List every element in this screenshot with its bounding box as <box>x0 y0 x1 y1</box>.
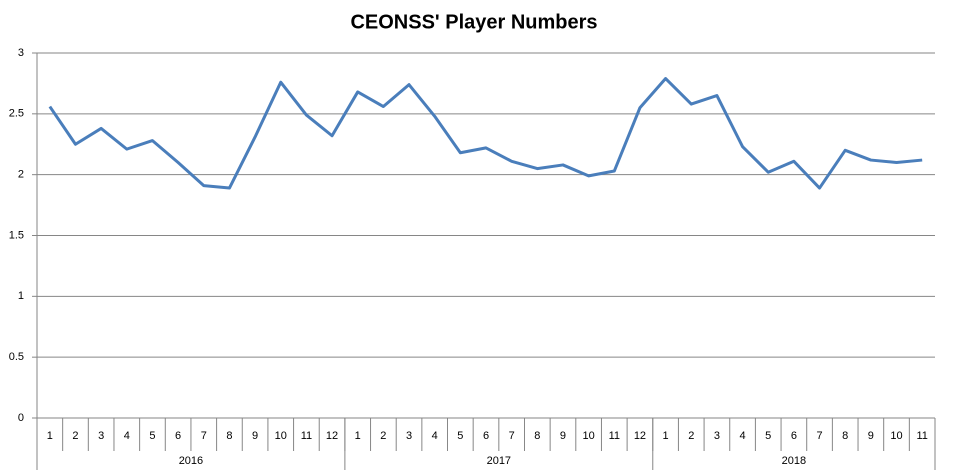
x-tick-label: 11 <box>609 430 620 442</box>
x-tick-label: 9 <box>560 430 566 442</box>
x-tick-label: 2 <box>380 430 386 442</box>
x-tick-label: 1 <box>355 430 361 442</box>
y-tick-label: 2.5 <box>9 108 24 120</box>
y-tick-label: 0.5 <box>9 351 24 363</box>
x-tick-label: 9 <box>252 430 258 442</box>
x-tick-label: 11 <box>301 430 312 442</box>
x-tick-label: 12 <box>326 430 338 442</box>
x-tick-label: 1 <box>663 430 669 442</box>
x-tick-label: 12 <box>634 430 646 442</box>
y-tick-label: 1 <box>18 290 24 302</box>
y-tick-label: 1.5 <box>9 229 24 241</box>
x-tick-label: 2 <box>688 430 694 442</box>
group-label: 2016 <box>179 455 203 467</box>
x-tick-label: 7 <box>509 430 515 442</box>
group-label: 2017 <box>487 455 511 467</box>
x-tick-label: 11 <box>916 430 927 442</box>
y-tick-label: 3 <box>18 47 24 59</box>
x-tick-label: 10 <box>890 430 902 442</box>
y-tick-label: 2 <box>18 169 24 181</box>
x-tick-label: 7 <box>201 430 207 442</box>
x-tick-label: 2 <box>72 430 78 442</box>
x-tick-label: 10 <box>275 430 287 442</box>
series-line <box>48 77 923 190</box>
x-tick-label: 5 <box>149 430 155 442</box>
x-tick-label: 6 <box>791 430 797 442</box>
x-tick-label: 5 <box>457 430 463 442</box>
chart-title: CEONSS' Player Numbers <box>350 11 597 33</box>
x-tick-label: 3 <box>714 430 720 442</box>
y-tick-label: 0 <box>18 412 24 424</box>
x-tick-label: 1 <box>47 430 53 442</box>
x-tick-label: 3 <box>406 430 412 442</box>
x-tick-label: 8 <box>534 430 540 442</box>
x-tick-label: 8 <box>226 430 232 442</box>
x-tick-label: 4 <box>432 430 438 442</box>
x-tick-label: 5 <box>765 430 771 442</box>
x-tick-label: 7 <box>816 430 822 442</box>
x-tick-label: 6 <box>175 430 181 442</box>
x-tick-label: 10 <box>583 430 595 442</box>
x-tick-label: 8 <box>842 430 848 442</box>
x-tick-label: 9 <box>868 430 874 442</box>
group-label: 2018 <box>782 455 806 467</box>
x-tick-label: 6 <box>483 430 489 442</box>
x-tick-label: 4 <box>124 430 130 442</box>
x-tick-label: 4 <box>740 430 746 442</box>
x-tick-label: 3 <box>98 430 104 442</box>
